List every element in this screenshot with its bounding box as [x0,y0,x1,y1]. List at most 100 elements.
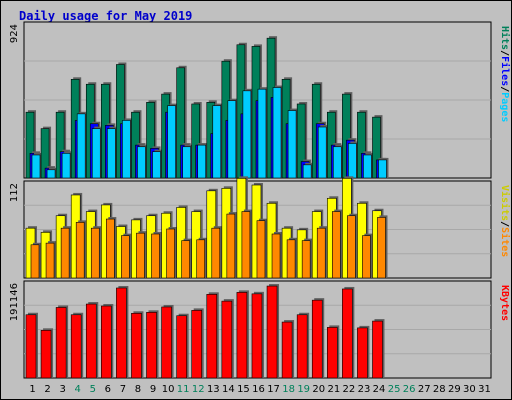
bar-sites-22 [347,215,356,279]
x-tick-label-7: 7 [120,384,126,395]
x-tick-label-18: 18 [282,384,295,395]
x-tick-label-9: 9 [150,384,156,395]
x-tick-label-23: 23 [358,384,371,395]
x-tick-label-27: 27 [418,384,431,395]
bar-pages-22 [348,143,357,179]
bar-pages-17 [272,87,282,179]
bar-kbytes-16 [251,293,263,379]
x-tick-label-19: 19 [297,384,310,395]
x-tick-label-24: 24 [373,384,386,395]
bar-sites-7 [121,235,130,279]
bar-pages-23 [363,154,372,179]
bar-kbytes-23 [357,327,368,379]
bar-pages-11 [182,146,191,179]
bar-pages-8 [137,146,146,179]
bar-kbytes-17 [266,285,278,379]
x-tick-label-21: 21 [327,384,340,395]
bar-kbytes-7 [116,287,127,379]
bar-pages-20 [317,126,327,179]
x-tick-label-26: 26 [403,384,416,395]
bar-kbytes-10 [161,306,172,379]
bar-sites-5 [90,227,100,279]
bar-kbytes-20 [311,299,323,379]
x-tick-label-10: 10 [162,384,175,395]
x-tick-label-17: 17 [267,384,280,395]
bar-pages-13 [212,105,222,179]
x-tick-label-15: 15 [237,384,250,395]
bar-kbytes-2 [40,330,52,379]
x-tick-label-3: 3 [59,384,65,395]
bar-sites-6 [106,218,115,279]
x-tick-label-2: 2 [44,384,50,395]
panel-label-mid: Visits/Sites [499,185,511,257]
bar-sites-12 [196,239,206,279]
bar-kbytes-1 [25,314,37,379]
bar-pages-14 [227,100,237,179]
bar-kbytes-5 [85,303,97,379]
bar-sites-23 [362,235,371,279]
x-tick-label-14: 14 [222,384,235,395]
panel-label-part: Visits [499,185,511,221]
panel-label-part: / [499,86,510,92]
x-tick-label-12: 12 [192,384,205,395]
bar-pages-1 [31,154,41,179]
bar-pages-9 [152,151,161,179]
bar-pages-21 [332,146,342,179]
max-label-mid: 112 [9,183,20,202]
x-tick-label-6: 6 [105,384,111,395]
panel-label-part: Hits [499,26,511,50]
bar-sites-18 [286,239,296,279]
panel-label-part: KBytes [499,285,510,321]
bar-pages-19 [302,164,312,179]
bar-kbytes-19 [296,314,308,379]
x-tick-label-25: 25 [388,384,401,395]
panel-label-part: / [499,50,510,56]
x-tick-label-11: 11 [177,384,190,395]
x-tick-label-16: 16 [252,384,265,395]
bar-sites-15 [241,211,251,279]
bar-pages-4 [76,113,86,179]
x-tick-label-22: 22 [343,384,356,395]
bar-pages-12 [197,144,207,179]
bar-pages-2 [46,169,56,179]
bar-kbytes-8 [131,312,142,379]
bar-kbytes-15 [236,292,248,379]
bar-sites-8 [136,232,145,279]
bar-pages-7 [122,120,131,179]
bar-kbytes-11 [176,315,187,379]
x-tick-label-8: 8 [135,384,141,395]
panel-label-part: / [499,221,510,227]
bar-sites-2 [45,242,55,279]
bar-kbytes-18 [281,321,293,379]
bar-sites-1 [30,244,40,279]
bar-sites-13 [211,227,221,279]
panel-label-part: Pages [499,92,510,122]
bar-pages-15 [242,90,252,179]
max-label-top: 924 [9,24,20,43]
x-tick-label-20: 20 [312,384,325,395]
x-tick-label-28: 28 [433,384,446,395]
bar-sites-4 [75,222,85,279]
x-tick-label-31: 31 [478,384,491,395]
bar-sites-10 [166,228,175,279]
x-tick-label-29: 29 [448,384,461,395]
bar-kbytes-21 [326,327,338,379]
bar-kbytes-9 [146,312,157,379]
bar-kbytes-24 [372,320,383,379]
bar-kbytes-12 [191,310,203,379]
x-tick-label-4: 4 [75,384,81,395]
bar-pages-6 [107,128,116,179]
panel-label-bottom: KBytes [499,285,510,321]
max-label-bottom: 191146 [9,283,20,321]
bar-pages-18 [287,110,297,179]
chart-title: Daily usage for May 2019 [19,9,193,23]
bar-sites-20 [316,227,326,279]
bar-pages-10 [167,105,176,179]
bar-sites-11 [181,240,190,279]
bar-pages-5 [91,128,101,179]
bar-sites-17 [271,233,281,279]
bar-sites-24 [377,217,386,279]
bar-sites-14 [226,213,236,279]
bar-sites-21 [331,211,341,279]
